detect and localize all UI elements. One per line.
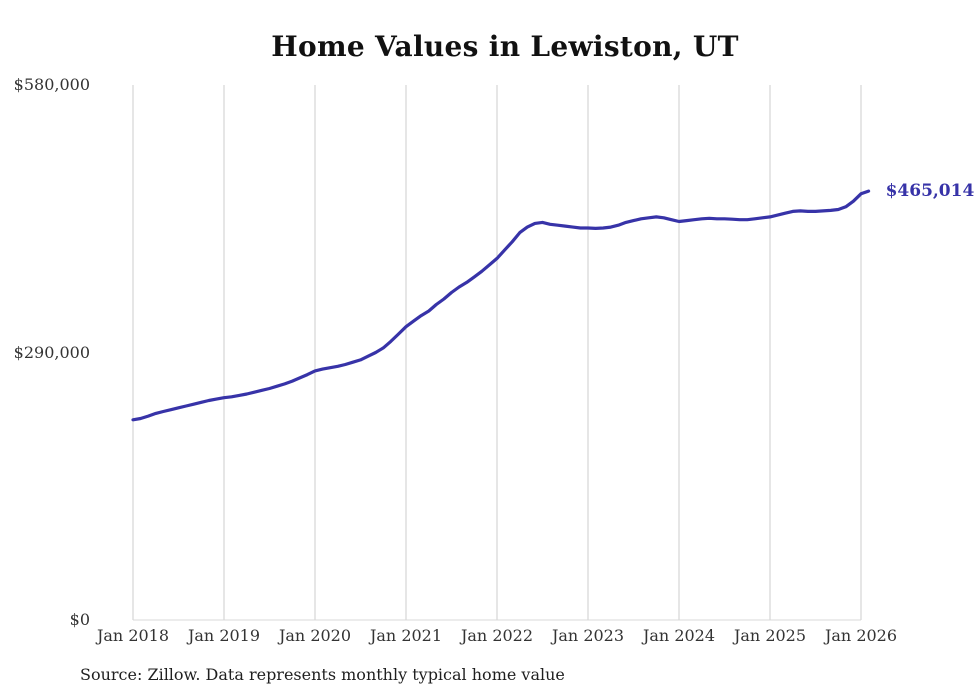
end-value-label: $465,014 bbox=[885, 181, 975, 202]
y-axis-tick-label: $580,000 bbox=[13, 75, 90, 94]
x-axis-tick-label: Jan 2018 bbox=[96, 626, 170, 645]
y-axis-tick-label: $0 bbox=[69, 610, 90, 629]
x-axis-tick-label: Jan 2020 bbox=[278, 626, 352, 645]
x-axis-tick-label: Jan 2023 bbox=[551, 626, 625, 645]
gridlines bbox=[132, 85, 862, 620]
x-axis-tick-label: Jan 2024 bbox=[642, 626, 716, 645]
x-axis-tick-label: Jan 2019 bbox=[187, 626, 261, 645]
home-value-line bbox=[131, 189, 871, 422]
source-note: Source: Zillow. Data represents monthly … bbox=[80, 665, 565, 684]
chart-title: Home Values in Lewiston, UT bbox=[271, 30, 739, 63]
x-axis-tick-label: Jan 2026 bbox=[824, 626, 898, 645]
y-axis-tick-label: $290,000 bbox=[13, 342, 90, 362]
x-axis-tick-label: Jan 2025 bbox=[733, 626, 807, 645]
x-axis-tick-label: Jan 2021 bbox=[369, 626, 443, 645]
x-axis-tick-label: Jan 2022 bbox=[460, 626, 534, 645]
